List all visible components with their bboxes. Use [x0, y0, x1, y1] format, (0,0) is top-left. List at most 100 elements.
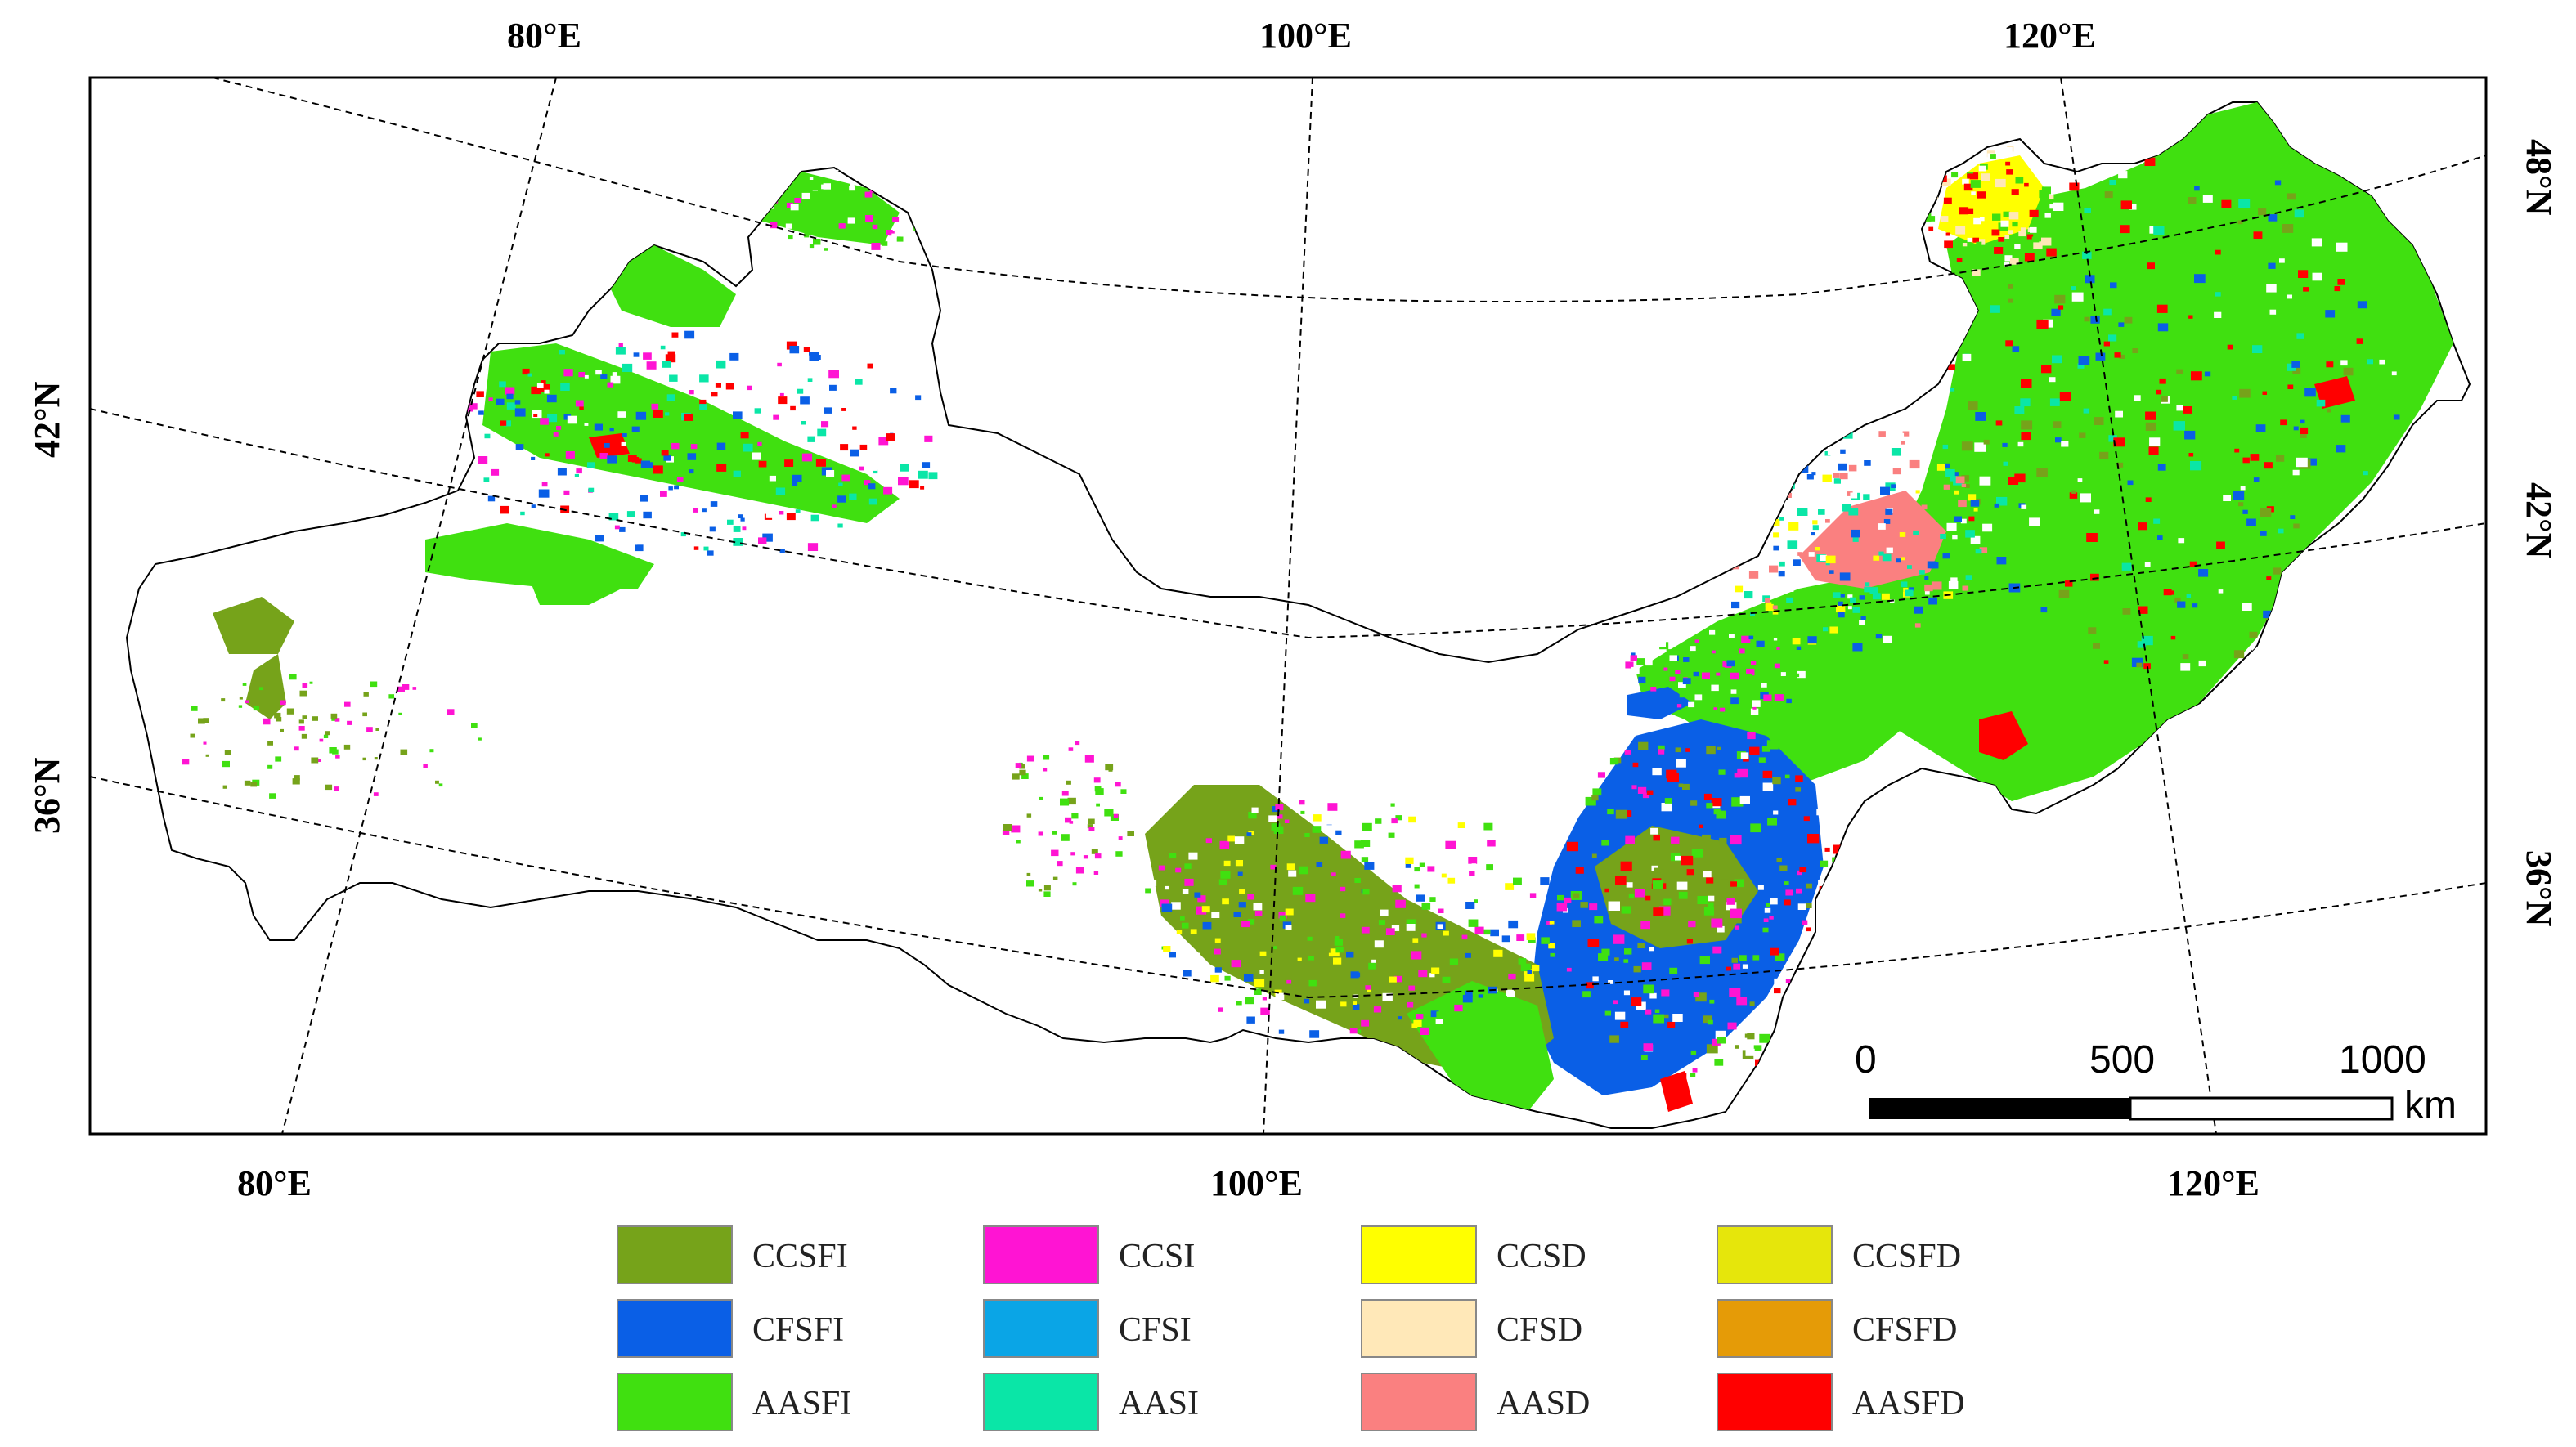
- speckle-xinjiang: [618, 343, 623, 347]
- speckle-xinjiang: [762, 533, 773, 542]
- speckle-xinjiang: [565, 451, 575, 459]
- speckle-liaoning: [1873, 555, 1880, 561]
- speckle-ordos: [1694, 694, 1703, 701]
- speckle-liaoning: [1940, 534, 1946, 540]
- speckle-xinjiang: [563, 490, 570, 495]
- speckle-northeast: [2094, 417, 2104, 425]
- speckle-liaoning: [1931, 581, 1942, 590]
- speckle-loess: [1703, 793, 1712, 800]
- speckle-northeast: [2014, 473, 2026, 483]
- speckle-xinjiang: [928, 472, 938, 480]
- speckle-ordos: [1752, 700, 1761, 707]
- speckle-northeast: [2269, 309, 2277, 315]
- speckle-xinjiang: [609, 428, 614, 432]
- speckle-tarim: [323, 734, 329, 738]
- speckle-xinjiang: [531, 456, 536, 460]
- speckle-loess: [1759, 1033, 1770, 1043]
- speckle-loess: [1566, 841, 1578, 852]
- speckle-xinjiang: [775, 487, 786, 495]
- speckle-northeast: [2077, 363, 2085, 369]
- speckle-northeast: [2312, 272, 2322, 281]
- speckle-west-loess: [1231, 960, 1241, 968]
- speckle-west-loess: [1537, 861, 1543, 867]
- speckle-ordos: [1726, 660, 1735, 667]
- speckle-loess: [1717, 925, 1725, 933]
- speckle-loess: [1664, 798, 1672, 804]
- speckle-loess: [1608, 901, 1620, 911]
- speckle-xinjiang: [607, 455, 617, 464]
- speckle-west-loess: [1316, 862, 1323, 867]
- speckle-west-loess: [1234, 836, 1245, 844]
- speckle-loess: [1604, 888, 1609, 893]
- speckle-loess: [1601, 840, 1609, 846]
- speckle-northeast: [2069, 492, 2078, 499]
- legend-swatch-cfsd: [1361, 1299, 1477, 1358]
- speckle-loess: [1572, 893, 1580, 899]
- speckle-liaoning: [1865, 582, 1870, 587]
- speckle-loess: [1764, 907, 1771, 913]
- speckle-xinjiang: [540, 418, 549, 425]
- speckle-liaoning: [1832, 592, 1841, 598]
- speckle-xinjiang: [742, 526, 747, 531]
- speckle-xinjiang: [792, 482, 798, 486]
- speckle-northeast: [2088, 627, 2097, 634]
- speckle-xinjiang: [643, 352, 652, 360]
- speckle-west-loess: [1549, 921, 1555, 925]
- speckle-liaoning: [1903, 587, 1909, 592]
- speckle-loess: [1638, 741, 1649, 750]
- speckle-loess: [1669, 967, 1678, 974]
- speckle-liaoning: [1807, 636, 1817, 644]
- speckle-northeast: [2356, 338, 2363, 344]
- speckle-west-loess: [1462, 994, 1473, 1003]
- speckle-northeast: [2049, 204, 2055, 209]
- speckle-northeast: [2287, 384, 2294, 389]
- speckle-west-loess: [1430, 1010, 1439, 1018]
- speckle-west-loess: [1285, 908, 1294, 916]
- speckle-liaoning: [1882, 553, 1892, 562]
- speckle-xinjiang: [488, 397, 493, 401]
- speckle-west-loess: [1465, 990, 1473, 997]
- speckle-hulunbuir: [2005, 147, 2013, 153]
- speckle-loess: [1642, 792, 1650, 799]
- speckle-xinjiang: [588, 487, 595, 493]
- speckle-xinjiang: [527, 373, 532, 377]
- speckle-north: [770, 222, 778, 229]
- speckle-liaoning: [1899, 532, 1906, 537]
- speckle-liaoning: [1806, 474, 1814, 480]
- speckle-loess: [1680, 1073, 1687, 1078]
- speckle-northeast: [2367, 359, 2373, 365]
- speckle-xinjiang: [715, 383, 721, 388]
- speckle-northeast: [2188, 197, 2197, 204]
- speckle-qinghai: [1072, 882, 1077, 886]
- speckle-liaoning: [1883, 519, 1891, 524]
- speckle-qinghai: [1115, 851, 1123, 857]
- legend-swatch-aasi: [983, 1373, 1099, 1431]
- speckle-hulunbuir: [2020, 227, 2026, 232]
- speckle-northeast: [2145, 497, 2152, 502]
- speckle-loess: [1678, 891, 1688, 899]
- speckle-ordos: [1649, 672, 1654, 677]
- speckle-hulunbuir: [2008, 230, 2013, 235]
- speckle-xinjiang: [491, 468, 500, 476]
- speckle-tarim: [388, 694, 394, 699]
- speckle-xinjiang: [837, 495, 846, 503]
- speckle-west-loess: [1436, 1011, 1446, 1019]
- speckle-loess: [1645, 895, 1651, 901]
- speckle-tarim: [299, 690, 307, 697]
- speckle-west-loess: [1149, 880, 1157, 886]
- speckle-northeast: [2138, 606, 2148, 614]
- speckle-west-loess: [1368, 962, 1376, 970]
- speckle-xinjiang: [707, 550, 714, 556]
- speckle-hulunbuir: [1991, 229, 2000, 236]
- speckle-liaoning: [1965, 530, 1975, 538]
- speckle-ordos: [1679, 693, 1685, 698]
- speckle-northeast: [2262, 391, 2267, 395]
- speckle-west-loess: [1278, 1029, 1285, 1034]
- speckle-liaoning: [1772, 610, 1779, 615]
- speckle-xinjiang: [496, 398, 505, 405]
- speckle-qinghai: [1038, 831, 1043, 836]
- speckle-loess: [1614, 957, 1619, 961]
- speckle-liaoning: [1847, 594, 1853, 599]
- speckle-west-loess: [1388, 832, 1395, 838]
- speckle-tarim: [222, 785, 227, 789]
